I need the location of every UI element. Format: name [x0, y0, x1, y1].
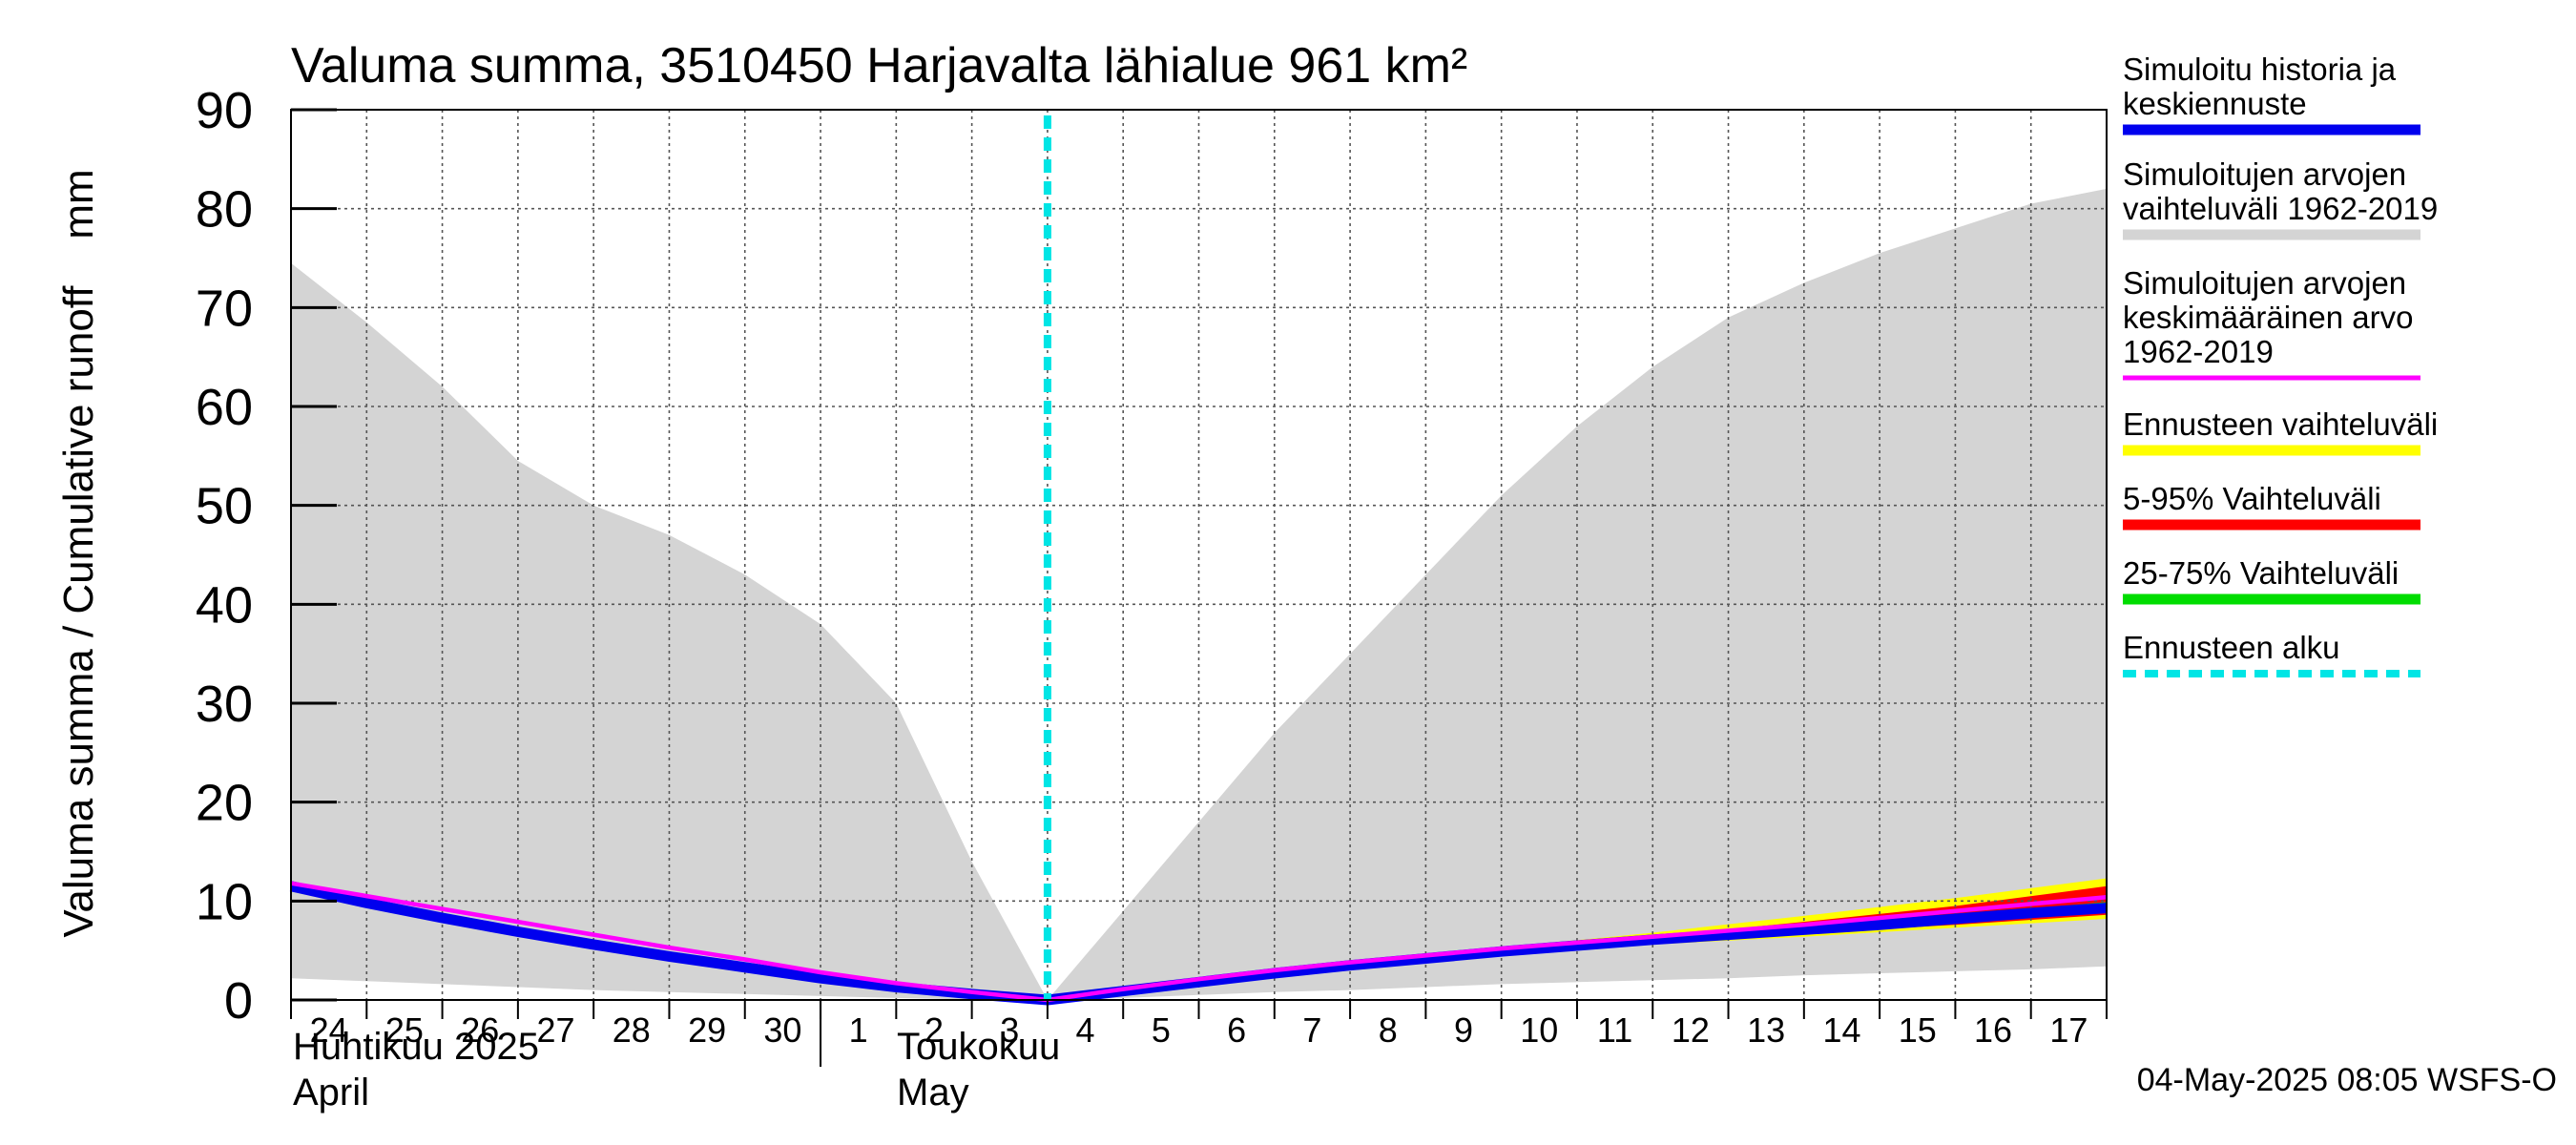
- x-tick-label: 29: [688, 1010, 726, 1050]
- y-tick-label: 40: [196, 576, 253, 634]
- x-tick-label: 13: [1747, 1010, 1785, 1050]
- y-tick-label: 30: [196, 676, 253, 733]
- month-label-fi: Huhtikuu 2025: [293, 1026, 539, 1068]
- history-median-line: [289, 881, 2108, 1006]
- legend-label: Simuloitujen arvojen: [2123, 156, 2406, 192]
- y-tick-label: 60: [196, 379, 253, 436]
- legend-label: vaihteluväli 1962-2019: [2123, 191, 2438, 226]
- y-tick-label: 10: [196, 873, 253, 930]
- x-tick-label: 27: [536, 1010, 574, 1050]
- y-tick-label: 70: [196, 280, 253, 337]
- x-tick-label: 9: [1454, 1010, 1473, 1050]
- legend-item-forecast-start: Ennusteen alku: [2123, 630, 2420, 677]
- legend-item-forecast-range: Ennusteen vaihteluväli: [2123, 406, 2438, 456]
- plot-area: [289, 109, 2108, 1006]
- x-tick-label: 5: [1152, 1010, 1171, 1050]
- x-tick-label: 25: [385, 1010, 424, 1050]
- chart-title: Valuma summa, 3510450 Harjavalta lähialu…: [291, 38, 1467, 94]
- x-tick-label: 10: [1520, 1010, 1558, 1050]
- legend-label: Simuloitu historia ja: [2123, 52, 2397, 87]
- y-tick-label: 20: [196, 775, 253, 832]
- lines-layer: [289, 881, 2108, 1006]
- legend-label: 1962-2019: [2123, 334, 2274, 369]
- y-tick-label: 50: [196, 478, 253, 535]
- legend-label: 5-95% Vaihteluväli: [2123, 481, 2381, 516]
- legend-item-p5-95: 5-95% Vaihteluväli: [2123, 481, 2420, 531]
- month-label-en: April: [293, 1072, 369, 1114]
- y-tick-label: 0: [224, 972, 253, 1030]
- legend: Simuloitu historia jakeskiennusteSimuloi…: [2123, 52, 2438, 677]
- y-axis-label: Valuma summa / Cumulative runoff mm: [55, 169, 102, 937]
- x-tick-label: 17: [2049, 1010, 2088, 1050]
- x-tick-label: 12: [1672, 1010, 1710, 1050]
- y-tick-label: 90: [196, 82, 253, 139]
- x-tick-label: 8: [1379, 1010, 1398, 1050]
- y-tick-label: 80: [196, 181, 253, 239]
- legend-item-p25-75: 25-75% Vaihteluväli: [2123, 555, 2420, 605]
- legend-label: keskimääräinen arvo: [2123, 300, 2413, 335]
- x-tick-label: 6: [1227, 1010, 1246, 1050]
- x-tick-label: 30: [763, 1010, 801, 1050]
- legend-label: keskiennuste: [2123, 86, 2307, 121]
- mean-line: [290, 881, 2108, 1003]
- x-tick-label: 14: [1822, 1010, 1860, 1050]
- month-label-fi: Toukokuu: [897, 1026, 1060, 1068]
- x-tick-label: 26: [461, 1010, 499, 1050]
- x-tick-label: 4: [1076, 1010, 1095, 1050]
- x-tick-label: 7: [1302, 1010, 1321, 1050]
- x-tick-label: 24: [310, 1010, 348, 1050]
- timestamp: 04-May-2025 08:05 WSFS-O: [2137, 1062, 2557, 1098]
- x-tick-label: 3: [1000, 1010, 1019, 1050]
- x-tick-label: 11: [1597, 1010, 1632, 1050]
- legend-label: 25-75% Vaihteluväli: [2123, 555, 2399, 591]
- legend-label: Simuloitujen arvojen: [2123, 265, 2406, 301]
- x-tick-label: 2: [924, 1010, 944, 1050]
- legend-label: Ennusteen alku: [2123, 630, 2340, 665]
- x-tick-label: 16: [1974, 1010, 2012, 1050]
- legend-label: Ennusteen vaihteluväli: [2123, 406, 2438, 442]
- x-tick-label: 1: [849, 1010, 868, 1050]
- x-axis: 24 25 26 27 28 29 30 1 2 3 4 5 6 7 8 9 10 11 12 13 14 15 16 17H…: [290, 1000, 2108, 1114]
- x-tick-label: 28: [613, 1010, 651, 1050]
- y-axis: 0 10 20 30 40 50 60 70 80 90: [196, 82, 337, 1030]
- month-label-en: May: [897, 1072, 969, 1114]
- x-tick-label: 15: [1899, 1010, 1937, 1050]
